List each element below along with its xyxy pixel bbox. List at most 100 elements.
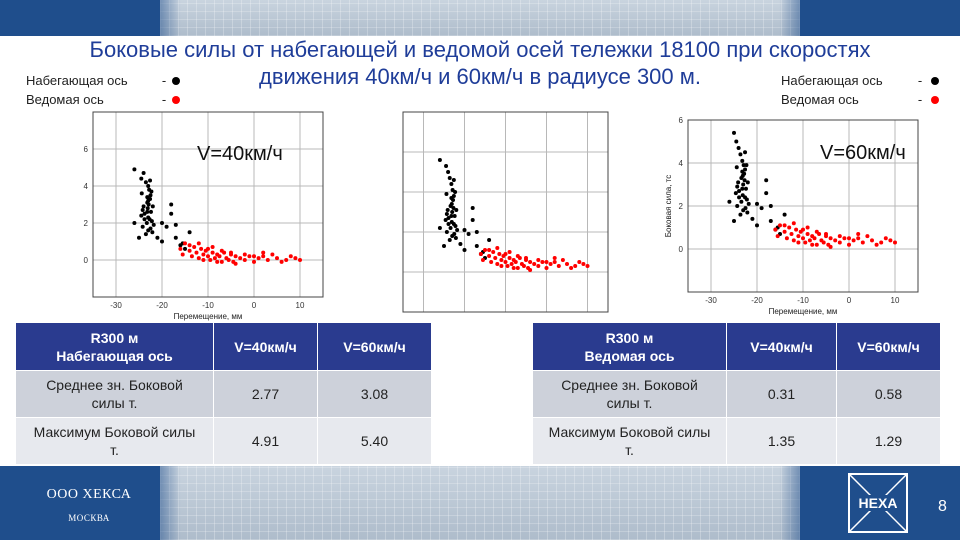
data-point — [509, 262, 514, 266]
data-point — [581, 262, 586, 266]
data-point — [499, 258, 504, 262]
data-point — [139, 176, 144, 181]
data-point — [740, 158, 745, 163]
data-point — [560, 258, 565, 262]
data-point — [745, 210, 750, 215]
data-point — [446, 216, 451, 220]
data-point — [160, 221, 164, 225]
data-point — [743, 186, 748, 191]
x-tick-label: -20 — [751, 296, 763, 305]
data-point — [443, 218, 448, 222]
data-point — [782, 223, 787, 228]
data-point — [544, 266, 549, 270]
data-point — [552, 256, 557, 260]
data-point — [775, 234, 780, 239]
data-point — [796, 240, 801, 245]
data-point — [828, 244, 833, 249]
legend-label: Набегающая ось — [781, 73, 883, 88]
data-point — [298, 258, 302, 262]
y-tick-label: 2 — [84, 219, 89, 228]
y-tick-label: 0 — [84, 256, 89, 265]
data-point — [778, 223, 782, 228]
legend-marker — [172, 95, 180, 104]
data-point — [856, 231, 861, 236]
data-point — [151, 222, 156, 227]
data-point — [883, 236, 888, 241]
data-point — [540, 260, 545, 264]
data-point — [187, 248, 192, 253]
data-point — [801, 227, 805, 232]
data-point — [782, 229, 787, 234]
data-point — [556, 264, 561, 268]
data-point — [265, 258, 270, 262]
data-point — [261, 250, 266, 255]
table-header-cell: R300 м Набегающая ось — [15, 322, 214, 371]
legend-dash: - — [161, 73, 167, 88]
data-point — [454, 208, 459, 212]
x-tick-label: -30 — [110, 301, 122, 310]
data-point — [851, 238, 856, 243]
data-point — [145, 209, 150, 214]
data-point — [270, 252, 275, 257]
data-point — [503, 252, 508, 256]
y-axis-label: Боковая сила, тс — [664, 175, 673, 238]
legend-label: Ведомая ось — [781, 92, 859, 107]
page-number: 8 — [938, 498, 947, 515]
legend-dash: - — [917, 92, 923, 107]
data-point — [521, 264, 526, 268]
title-line-2: движения 40км/ч и 60км/ч в радиусе 300 м… — [259, 64, 701, 89]
data-point — [743, 150, 748, 155]
plot-frame — [92, 111, 324, 298]
data-point — [447, 238, 452, 242]
chart-left-40kmh: -30 -20 -10 0 10 0 2 4 6 Перемещение, мм V=40км/ч — [63, 108, 333, 321]
data-point — [552, 260, 557, 264]
data-point — [796, 234, 801, 239]
data-point — [480, 258, 485, 262]
legend-right: Набегающая ось - Ведомая ось - — [781, 71, 939, 109]
legend-item: Ведомая ось - — [781, 90, 939, 109]
data-point — [226, 258, 231, 262]
data-point — [442, 244, 446, 248]
x-tick-label: 0 — [847, 296, 852, 305]
data-point — [499, 264, 504, 268]
data-point — [206, 246, 210, 251]
data-point — [493, 256, 498, 260]
slide-title: Боковые силы от набегающей и ведомой осе… — [0, 36, 960, 90]
data-point — [150, 204, 155, 209]
data-point — [744, 163, 749, 168]
data-point — [524, 256, 528, 260]
table-cell: 3.08 — [317, 370, 432, 418]
data-point — [453, 236, 458, 240]
data-point — [803, 240, 808, 245]
data-point — [462, 248, 467, 252]
data-point — [146, 202, 151, 207]
data-point — [194, 250, 199, 255]
data-point — [238, 256, 243, 261]
data-point — [448, 226, 453, 230]
y-tick-label: 2 — [679, 202, 684, 211]
data-point — [569, 266, 574, 270]
table-cell: 2.77 — [213, 370, 318, 418]
data-point — [293, 256, 298, 261]
data-point — [733, 191, 738, 196]
data-point — [735, 184, 740, 189]
data-point — [284, 258, 289, 262]
data-point — [585, 264, 590, 268]
table-header-cell: V=40км/ч — [213, 322, 318, 371]
legend-item: Набегающая ось - — [26, 71, 180, 90]
data-point — [229, 250, 233, 255]
legend-left: Набегающая ось - Ведомая ось - — [26, 71, 180, 109]
data-point — [735, 204, 740, 208]
data-point — [470, 218, 475, 222]
table-row: Максимум Боковой силы т. 4.91 5.40 — [15, 417, 432, 465]
table-header-cell: R300 м Ведомая ось — [532, 322, 727, 371]
data-point — [201, 252, 206, 257]
hexa-logo-icon: HEXA — [848, 473, 908, 533]
data-point — [444, 164, 449, 168]
x-tick-label: 10 — [891, 296, 900, 305]
data-point — [768, 204, 773, 208]
data-point — [275, 256, 279, 261]
speed-annotation: V=60км/ч — [820, 142, 906, 164]
data-point — [544, 260, 549, 264]
data-point — [192, 245, 197, 250]
